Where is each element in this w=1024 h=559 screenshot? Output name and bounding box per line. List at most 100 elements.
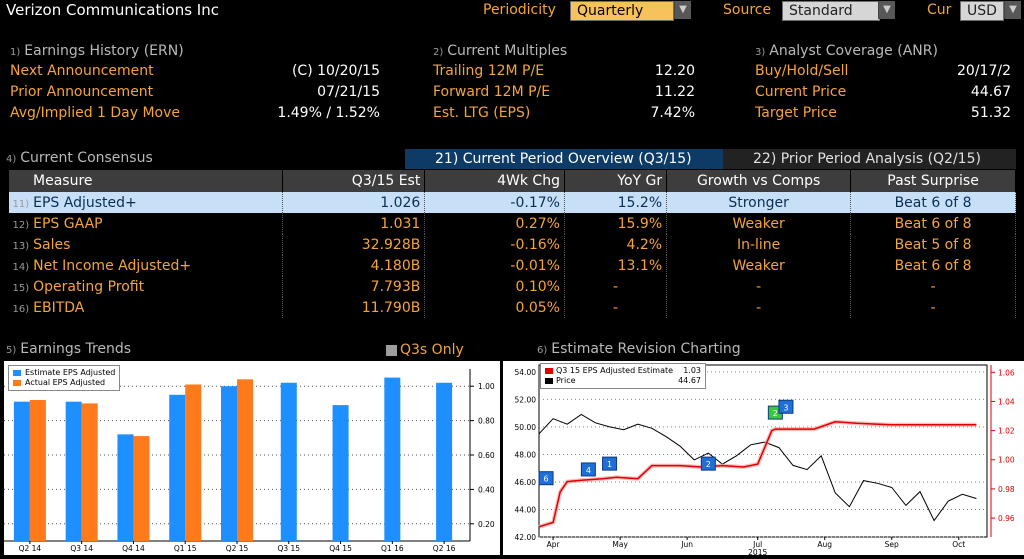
- y-tick-label: 0.60: [478, 451, 495, 460]
- actual-bar: [133, 436, 150, 541]
- actual-bar: [185, 384, 202, 541]
- currency-select[interactable]: USD: [960, 1, 1004, 21]
- row-measure: 12) EPS GAAP: [8, 213, 284, 234]
- buy-hold-sell-row[interactable]: Buy/Hold/Sell 20/17/2: [755, 63, 1011, 79]
- row-yoy-gr: 13.1%: [564, 255, 668, 276]
- x-tick-label: Apr: [547, 540, 561, 549]
- consensus-header-row: Measure Q3/15 Est 4Wk Chg YoY Gr Growth …: [7, 170, 1016, 192]
- actual-bar: [81, 403, 98, 541]
- x-tick-label: Q4 15: [329, 544, 352, 553]
- checkbox-icon[interactable]: [386, 344, 397, 356]
- y-tick-label: 1.00: [478, 382, 495, 391]
- col-4wk-chg[interactable]: 4Wk Chg: [424, 170, 565, 192]
- forward-pe-row[interactable]: Forward 12M P/E 11.22: [433, 84, 695, 100]
- currency-dropdown-icon[interactable]: ▼: [1004, 1, 1021, 19]
- q3s-only-toggle[interactable]: Q3s Only: [386, 342, 464, 358]
- x-tick-label: Q4 14: [122, 544, 145, 553]
- earnings-history-header[interactable]: 1) Earnings History (ERN): [10, 43, 184, 59]
- consensus-row[interactable]: 14) Net Income Adjusted+ 4.180B -0.01% 13.1%…: [8, 255, 1016, 276]
- actual-bar: [29, 399, 46, 541]
- earnings-trends-header[interactable]: 5) Earnings Trends: [6, 341, 132, 357]
- consensus-table: Measure Q3/15 Est 4Wk Chg YoY Gr Growth …: [7, 170, 1016, 318]
- estimate-bar: [169, 394, 186, 541]
- row-past-surprise: Beat 6 of 8: [850, 255, 1016, 276]
- row-growth-vs-comps: -: [666, 276, 852, 297]
- row-yoy-gr: -: [564, 276, 668, 297]
- estimate-line-glow: [538, 419, 977, 529]
- row-past-surprise: Beat 6 of 8: [850, 213, 1016, 234]
- revision-marker-label: 1: [607, 460, 612, 469]
- legend-estimate: Estimate EPS Adjusted: [13, 368, 115, 378]
- row-growth-vs-comps: -: [666, 297, 852, 318]
- source-select[interactable]: Standard: [782, 1, 880, 21]
- left-tick-label: 42.00: [515, 533, 537, 542]
- row-yoy-gr: -: [564, 297, 668, 318]
- current-multiples-header[interactable]: 2) Current Multiples: [433, 43, 568, 59]
- x-tick-label: May: [612, 540, 628, 549]
- legend-eps-estimate: Q3 15 EPS Adjusted Estimate 1.03: [545, 366, 701, 376]
- estimate-bar: [280, 382, 297, 541]
- row-4wk-chg: -0.01%: [424, 255, 565, 276]
- row-estimate: 11.790B: [282, 297, 426, 318]
- consensus-row[interactable]: 11) EPS Adjusted+ 1.026 -0.17% 15.2% Stronger…: [8, 192, 1016, 213]
- x-tick-label: Aug: [817, 540, 832, 549]
- row-yoy-gr: 4.2%: [564, 234, 668, 255]
- revision-marker-label: 6: [544, 475, 549, 484]
- revision-marker-label: 2: [773, 409, 778, 418]
- row-measure: 15) Operating Profit: [8, 276, 284, 297]
- col-growth-vs-comps[interactable]: Growth vs Comps: [666, 170, 852, 192]
- periodicity-dropdown-icon[interactable]: ▼: [674, 1, 691, 19]
- row-growth-vs-comps: Weaker: [666, 255, 852, 276]
- left-tick-label: 52.00: [515, 395, 537, 404]
- analyst-coverage-header[interactable]: 3) Analyst Coverage (ANR): [755, 43, 938, 59]
- estimate-revision-svg: 54.00 52.00 50.00 48.00 46.00 44.00 42.00 1.06 1…: [515, 364, 1015, 557]
- analyst-coverage-section: 3) Analyst Coverage (ANR) Buy/Hold/Sell 20…: [755, 43, 1011, 126]
- row-estimate: 1.031: [282, 213, 426, 234]
- row-growth-vs-comps: In-line: [666, 234, 852, 255]
- tab-current-period[interactable]: 21) Current Period Overview (Q3/15): [405, 149, 723, 169]
- col-past-surprise[interactable]: Past Surprise: [850, 170, 1016, 192]
- row-past-surprise: Beat 5 of 8: [850, 234, 1016, 255]
- right-tick-label: 1.04: [998, 397, 1015, 406]
- y-tick-label: 0.20: [478, 520, 495, 529]
- estimate-line: [538, 421, 977, 528]
- current-consensus-header[interactable]: 4) Current Consensus: [6, 150, 153, 166]
- next-announcement-row[interactable]: Next Announcement (C) 10/20/15: [10, 63, 380, 79]
- row-measure: 16) EBITDA: [8, 297, 284, 318]
- col-yoy-gr[interactable]: YoY Gr: [563, 170, 668, 192]
- actual-bar: [237, 379, 253, 541]
- consensus-row[interactable]: 12) EPS GAAP 1.031 0.27% 15.9% Weaker Beat 6 o…: [8, 213, 1016, 234]
- right-tick-label: 0.98: [998, 485, 1015, 494]
- x-tick-label: Sep: [885, 540, 899, 549]
- legend-actual: Actual EPS Adjusted: [13, 378, 115, 388]
- revision-marker-label: 4: [586, 466, 591, 475]
- source-dropdown-icon[interactable]: ▼: [878, 1, 895, 19]
- estimate-revision-header[interactable]: 6) Estimate Revision Charting: [537, 341, 741, 357]
- revision-marker: [602, 456, 618, 471]
- x-tick-label: Oct: [952, 540, 965, 549]
- left-tick-label: 54.00: [515, 368, 537, 377]
- col-estimate[interactable]: Q3/15 Est: [282, 170, 426, 192]
- tab-prior-period[interactable]: 22) Prior Period Analysis (Q2/15): [723, 149, 1016, 169]
- consensus-row[interactable]: 15) Operating Profit 7.793B 0.10% - - -: [8, 276, 1016, 297]
- legend-price: Price 44.67: [545, 376, 701, 386]
- source-label: Source: [723, 2, 772, 18]
- consensus-row[interactable]: 13) Sales 32.928B -0.16% 4.2% In-line Beat 5 o…: [8, 234, 1016, 255]
- ltg-row[interactable]: Est. LTG (EPS) 7.42%: [433, 105, 695, 121]
- day-move-row[interactable]: Avg/Implied 1 Day Move 1.49% / 1.52%: [10, 105, 380, 121]
- earnings-trends-svg: 0.20 0.40 0.60 0.80 1.00 Q2 14 Q3 14 Q4 14 Q1 15…: [4, 369, 495, 553]
- estimate-bar: [13, 401, 30, 541]
- consensus-row[interactable]: 16) EBITDA 11.790B 0.05% - - -: [8, 297, 1016, 318]
- row-growth-vs-comps: Weaker: [666, 213, 852, 234]
- col-measure[interactable]: Measure: [7, 170, 284, 192]
- right-tick-label: 0.96: [998, 514, 1015, 523]
- trailing-pe-row[interactable]: Trailing 12M P/E 12.20: [433, 63, 695, 79]
- x-tick-label: Jul: [752, 540, 762, 549]
- current-price-row[interactable]: Current Price 44.67: [755, 84, 1011, 100]
- estimate-bar: [117, 434, 134, 541]
- prior-announcement-row[interactable]: Prior Announcement 07/21/15: [10, 84, 380, 100]
- earnings-trends-chart: 0.20 0.40 0.60 0.80 1.00 Q2 14 Q3 14 Q4 14 Q1 15…: [4, 361, 500, 555]
- company-title: Verizon Communications Inc: [6, 1, 219, 19]
- target-price-row[interactable]: Target Price 51.32: [755, 105, 1011, 121]
- periodicity-select[interactable]: Quarterly: [570, 1, 674, 21]
